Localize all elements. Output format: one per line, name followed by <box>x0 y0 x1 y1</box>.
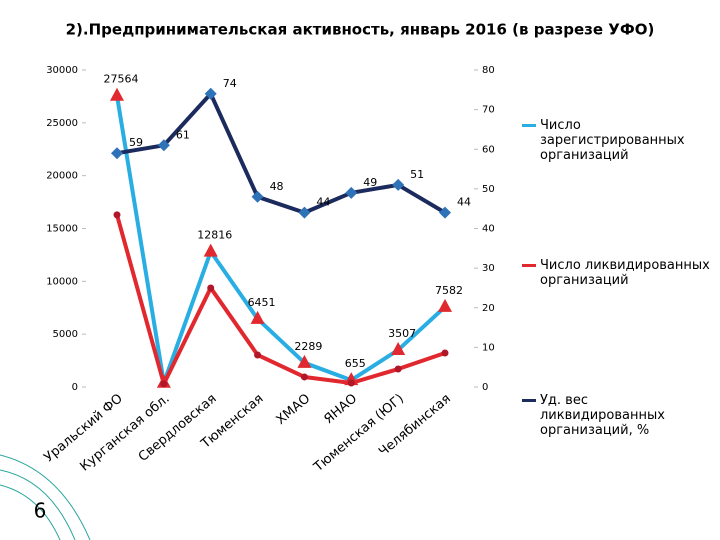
point <box>391 341 406 355</box>
legend-entry: Число зарегистрированных организаций <box>522 118 710 163</box>
data-label: 49 <box>363 176 377 189</box>
point <box>300 373 308 381</box>
legend-entry: Уд. вес ликвидированных организаций, % <box>522 393 710 438</box>
point <box>441 349 449 357</box>
chart-title: 2).Предпринимательская активность, январ… <box>66 21 655 39</box>
y-tick-label: 10000 <box>46 276 78 287</box>
x-tick-label: Курганская обл. <box>77 391 172 474</box>
point <box>345 186 358 199</box>
y-tick-label: 0 <box>72 382 78 393</box>
point <box>439 206 451 219</box>
point <box>344 372 359 386</box>
series-line <box>115 95 447 385</box>
data-label: 2289 <box>294 340 322 353</box>
data-label: 655 <box>345 357 366 370</box>
point <box>254 351 262 359</box>
point <box>438 298 452 312</box>
legend-swatch <box>522 399 536 402</box>
legend-label: Число ликвидированных организаций <box>540 258 710 288</box>
series-line <box>115 214 446 386</box>
y-tick-label: 5000 <box>53 329 78 340</box>
y2-tick-label: 60 <box>482 144 495 155</box>
point <box>392 178 405 191</box>
y2-tick-label: 80 <box>482 65 495 76</box>
y-tick-label: 30000 <box>46 65 78 76</box>
point <box>204 87 217 100</box>
y2-tick-label: 0 <box>482 382 488 393</box>
x-tick-label: ХМАО <box>274 391 314 428</box>
x-tick-label: Уральский ФО <box>41 391 125 465</box>
y2-tick-label: 70 <box>482 105 495 116</box>
legend-label: Число зарегистрированных организаций <box>540 118 685 163</box>
decoration <box>0 454 91 540</box>
point <box>251 190 264 203</box>
data-label: 44 <box>316 196 330 209</box>
data-label: 74 <box>223 77 237 90</box>
data-label: 27564 <box>104 73 139 86</box>
legend-swatch <box>522 124 536 127</box>
point <box>203 243 218 257</box>
y2-tick-label: 40 <box>482 224 495 235</box>
point <box>207 284 215 292</box>
data-label: 51 <box>410 168 424 181</box>
y2-tick-label: 30 <box>482 263 495 274</box>
point <box>111 147 123 160</box>
data-label: 6451 <box>248 296 276 309</box>
y2-tick-label: 50 <box>482 184 495 195</box>
point <box>160 380 168 388</box>
point <box>250 310 265 324</box>
slide-number: 6 <box>34 499 47 523</box>
point <box>157 139 170 152</box>
series-line <box>116 91 447 215</box>
y2-tick-label: 20 <box>482 303 495 314</box>
data-label: 61 <box>176 128 190 141</box>
point <box>298 206 311 219</box>
y-tick-label: 15000 <box>46 224 78 235</box>
point <box>297 354 312 368</box>
legend-swatch <box>522 264 536 267</box>
data-label: 48 <box>270 180 284 193</box>
y-tick-label: 25000 <box>46 118 78 129</box>
x-tick-label: ЯНАО <box>321 391 360 427</box>
data-label: 3507 <box>388 327 416 340</box>
data-label: 59 <box>129 136 143 149</box>
point <box>110 87 124 101</box>
data-label: 12816 <box>197 229 232 242</box>
point <box>113 211 121 219</box>
y2-tick-label: 10 <box>482 342 495 353</box>
data-label: 44 <box>457 196 471 209</box>
data-label: 7582 <box>435 284 463 297</box>
point <box>347 379 355 387</box>
y-tick-label: 20000 <box>46 171 78 182</box>
point <box>394 365 402 373</box>
legend-entry: Число ликвидированных организаций <box>522 258 710 288</box>
legend-label: Уд. вес ликвидированных организаций, % <box>540 393 665 438</box>
